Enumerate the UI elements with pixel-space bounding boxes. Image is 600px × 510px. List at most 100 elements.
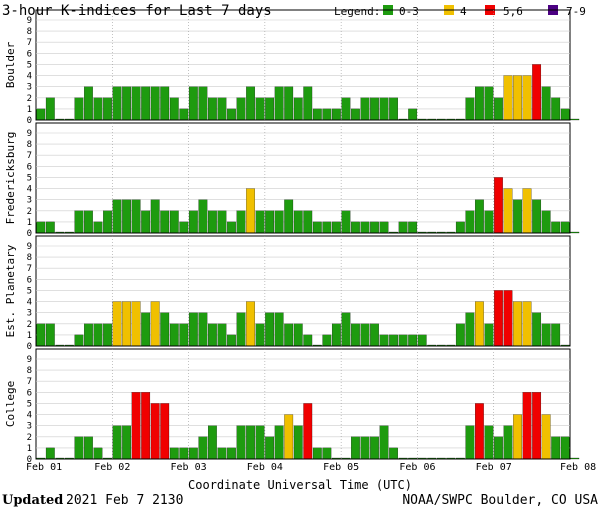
k-index-bar [331, 221, 341, 234]
y-tick-label: 1 [27, 218, 32, 228]
k-index-bar [360, 221, 370, 234]
y-tick-label: 6 [27, 49, 32, 59]
k-index-bar [551, 97, 561, 121]
x-tick-label: Feb 03 [171, 462, 207, 473]
k-index-bar [93, 447, 103, 460]
x-tick-label: Feb 01 [26, 462, 62, 473]
footer-updated-value: 2021 Feb 7 2130 [66, 493, 183, 508]
k-index-bar [74, 97, 84, 121]
k-index-bar [465, 425, 475, 460]
k-index-bar [341, 210, 351, 234]
k-index-bar [551, 323, 561, 347]
y-tick-label: 6 [27, 162, 32, 172]
k-index-bar [93, 323, 103, 347]
y-tick-label: 7 [27, 38, 32, 48]
k-index-bar [198, 436, 208, 460]
k-index-bar [389, 97, 398, 121]
k-index-bar [198, 199, 208, 234]
k-index-bar [408, 108, 418, 121]
k-index-bar [551, 221, 561, 234]
k-index-bar [503, 75, 513, 121]
k-index-bar [131, 199, 141, 234]
y-tick-label: 9 [27, 355, 32, 365]
k-index-bar [160, 86, 170, 121]
footer-updated-label: Updated [2, 493, 63, 508]
k-index-bar [379, 97, 389, 121]
k-index-bar [541, 86, 551, 121]
k-index-bar [246, 86, 255, 121]
k-index-bar [274, 425, 284, 460]
k-index-bar [351, 436, 360, 460]
chart-title: 3-hour K-indices for Last 7 days [2, 3, 272, 19]
k-index-bar [188, 447, 198, 460]
k-index-bar [84, 210, 93, 234]
k-index-bar [465, 210, 475, 234]
k-index-bar [93, 97, 103, 121]
x-tick-label: Feb 05 [323, 462, 359, 473]
y-tick-label: 1 [27, 331, 32, 341]
footer-source: NOAA/SWPC Boulder, CO USA [402, 493, 598, 508]
k-index-bar [84, 436, 93, 460]
y-tick-label: 6 [27, 388, 32, 398]
y-tick-label: 3 [27, 196, 32, 206]
k-index-bar [36, 323, 46, 347]
k-index-bar [141, 86, 151, 121]
k-index-bar [370, 97, 379, 121]
y-tick-label: 0 [27, 455, 32, 465]
y-tick-label: 2 [27, 433, 32, 443]
k-index-bar [303, 403, 313, 460]
k-index-bar [227, 108, 236, 121]
k-index-bar [351, 323, 360, 347]
k-index-bar [141, 210, 151, 234]
k-index-bar [36, 221, 46, 234]
k-index-bar [103, 97, 112, 121]
k-index-bar [522, 392, 532, 460]
k-index-bar [312, 221, 322, 234]
k-index-bar [217, 210, 227, 234]
k-index-bar [379, 425, 389, 460]
k-index-bar [217, 97, 227, 121]
k-index-bar [208, 210, 217, 234]
k-index-bar [570, 118, 580, 121]
k-index-bar [74, 436, 84, 460]
k-index-bar [331, 108, 341, 121]
k-index-bar [522, 188, 532, 234]
y-tick-label: 7 [27, 151, 32, 161]
k-index-bar [351, 108, 360, 121]
k-index-bar [179, 447, 189, 460]
k-index-bar [475, 403, 484, 460]
k-index-bar [103, 323, 112, 347]
k-index-bar [122, 425, 131, 460]
k-index-bar [284, 323, 294, 347]
k-index-bar [484, 86, 494, 121]
k-index-bar [303, 210, 313, 234]
y-tick-label: 3 [27, 422, 32, 432]
k-index-bar [169, 210, 179, 234]
k-index-bar [169, 447, 179, 460]
k-index-bar [227, 334, 236, 347]
y-tick-label: 4 [27, 411, 32, 421]
k-index-bar [236, 425, 246, 460]
station-label: Est. Planetary [4, 244, 17, 337]
k-index-bar [112, 86, 122, 121]
y-tick-label: 7 [27, 264, 32, 274]
k-index-bar [513, 75, 522, 121]
k-index-bar [227, 447, 236, 460]
k-index-bar [312, 108, 322, 121]
x-tick-label: Feb 04 [247, 462, 283, 473]
k-index-bar [198, 312, 208, 347]
y-tick-label: 2 [27, 207, 32, 217]
k-index-bar [265, 97, 275, 121]
x-tick-label: Feb 07 [476, 462, 512, 473]
k-index-bar [513, 301, 522, 347]
k-index-bar [246, 425, 255, 460]
k-index-bar [475, 199, 484, 234]
k-index-bar [379, 221, 389, 234]
k-index-bar [255, 425, 265, 460]
k-index-bar [541, 210, 551, 234]
k-index-bar [389, 334, 398, 347]
legend-item-5-6: 5,6 [503, 5, 523, 18]
k-index-bar [455, 323, 465, 347]
